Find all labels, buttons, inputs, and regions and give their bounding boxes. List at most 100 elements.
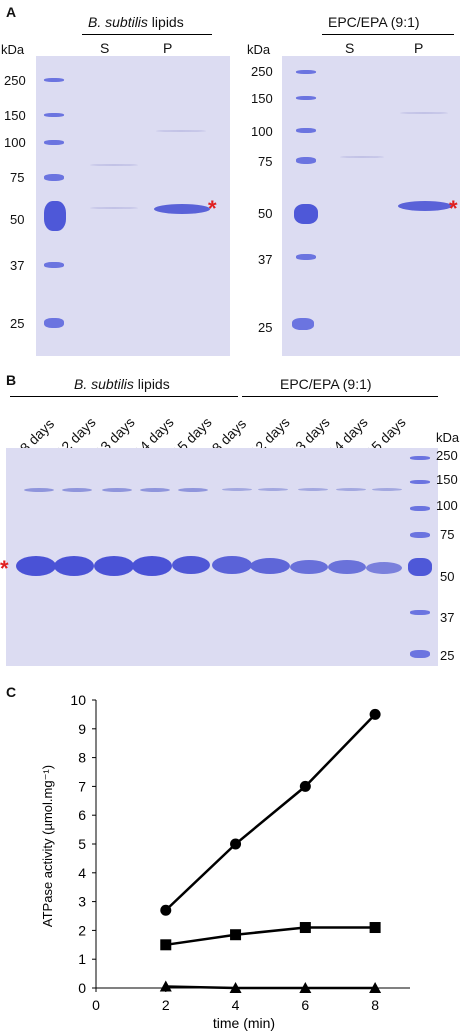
panel-b-marker-25: 25: [440, 648, 455, 663]
gel-protein-band: [328, 560, 366, 574]
gel-marker-band: [44, 140, 64, 145]
gel-marker-band: [410, 610, 430, 615]
chart-point-triangle: [229, 982, 242, 993]
panel-a-right-kda-label: kDa: [247, 42, 271, 57]
panel-b-letter: B: [6, 372, 17, 388]
gel-marker-band: [296, 157, 316, 164]
chart-series-line-square: [165, 926, 376, 947]
panel-a-left-header: B. subtilis lipids: [88, 14, 184, 30]
chart-point-circle: [369, 708, 381, 720]
gel-protein-band: [212, 556, 252, 574]
gel-protein-band: [132, 556, 172, 576]
chart-y-tick-label: 1: [78, 951, 86, 967]
chart-y-tick-label: 9: [78, 721, 86, 737]
chart-series-line-triangle: [165, 985, 376, 990]
gel-faint-band: [90, 164, 138, 166]
gel-marker-band: [296, 70, 316, 74]
chart-point-square: [299, 922, 311, 934]
chart-point-circle: [299, 780, 311, 792]
gel-protein-band: [250, 558, 290, 574]
gel-protein-band: [290, 560, 328, 574]
panel-a-left-gel: [36, 56, 230, 356]
panel-b-group2-header: EPC/EPA (9:1): [280, 376, 372, 392]
gel-band-120: [298, 488, 328, 491]
panel-b-group2-line: [242, 396, 438, 397]
panel-a-left-marker-100: 100: [4, 135, 26, 150]
gel-band-120: [62, 488, 92, 492]
panel-a-left-header-italic: B. subtilis: [88, 14, 148, 30]
panel-b-marker-50: 50: [440, 569, 455, 584]
chart-y-axis-label: ATPase activity (µmol.mg⁻¹): [40, 765, 55, 927]
gel-marker-band: [408, 558, 432, 576]
chart-y-tick-label: 8: [78, 750, 86, 766]
panel-b-marker-100: 100: [436, 498, 458, 513]
gel-marker-band: [44, 201, 66, 231]
gel-marker-band: [44, 262, 64, 268]
chart-point-square: [230, 929, 242, 941]
gel-marker-band: [296, 254, 316, 260]
chart-series-line-circle: [164, 713, 377, 912]
chart-x-axis-label: time (min): [213, 1015, 275, 1031]
panel-a-right-lane-s: S: [345, 40, 355, 56]
panel-a-right-header: EPC/EPA (9:1): [328, 14, 420, 30]
panel-a-right-marker-100: 100: [251, 124, 273, 139]
gel-protein-band: [366, 562, 402, 574]
panel-a-left-lane-p: P: [163, 40, 173, 56]
chart-y-tick-label: 5: [78, 836, 86, 852]
panel-a-right-marker-250: 250: [251, 64, 273, 79]
gel-band-120: [102, 488, 132, 492]
chart-x-tick-label: 8: [371, 997, 379, 1013]
panel-b-group1-rest: lipids: [133, 376, 170, 392]
panel-a-right-header-line: [322, 34, 454, 35]
panel-a-right-star: *: [449, 196, 458, 221]
chart-point-square: [160, 939, 172, 951]
chart-x-tick-label: 6: [301, 997, 309, 1013]
gel-marker-band: [296, 128, 316, 133]
gel-faint-band: [156, 130, 206, 132]
gel-marker-band: [296, 96, 316, 100]
gel-band-120: [222, 488, 252, 491]
panel-a-left-star: *: [208, 196, 217, 221]
panel-b-group1-line: [10, 396, 238, 397]
chart-y-tick-label: 10: [70, 692, 86, 708]
chart-y-tick-label: 0: [78, 980, 86, 996]
panel-a-left-marker-25: 25: [10, 316, 25, 331]
gel-band-120: [336, 488, 366, 491]
panel-c-letter: C: [6, 684, 17, 700]
panel-a-left-marker-50: 50: [10, 212, 25, 227]
gel-marker-band: [294, 204, 318, 224]
gel-protein-band: [172, 556, 210, 574]
gel-marker-band: [44, 113, 64, 117]
gel-protein-band: [398, 201, 452, 211]
panel-a-letter: A: [6, 4, 17, 20]
gel-protein-band: [94, 556, 134, 576]
gel-marker-band: [44, 174, 64, 181]
panel-b-marker-150: 150: [436, 472, 458, 487]
gel-marker-band: [44, 78, 64, 82]
panel-a-right-marker-150: 150: [251, 91, 273, 106]
gel-marker-band: [410, 456, 430, 460]
gel-protein-band: [16, 556, 56, 576]
gel-marker-band: [44, 318, 64, 328]
gel-protein-band: [154, 204, 210, 214]
panel-b-marker-75: 75: [440, 527, 455, 542]
gel-band-120: [140, 488, 170, 492]
panel-c-chart: 0 1 2 3 4 5 6 7 8 9 10 0 2 4 6 8 time (min) ATPase acti…: [40, 692, 410, 1031]
chart-x-tick-label: 2: [162, 997, 170, 1013]
gel-faint-band: [340, 156, 384, 158]
gel-marker-band: [292, 318, 314, 330]
gel-faint-band: [400, 112, 448, 114]
chart-point-circle: [160, 904, 172, 916]
panel-b-group1-header: B. subtilis lipids: [74, 376, 170, 392]
chart-x-tick-label: 0: [92, 997, 100, 1013]
panel-a-right-marker-37: 37: [258, 252, 273, 267]
gel-band-120: [258, 488, 288, 491]
chart-point-triangle: [369, 982, 382, 993]
panel-a-right-marker-50: 50: [258, 206, 273, 221]
panel-b-gel: [6, 448, 438, 666]
panel-a-right-marker-75: 75: [258, 154, 273, 169]
chart-y-tick-label: 7: [78, 778, 86, 794]
panel-a-left-marker-75: 75: [10, 170, 25, 185]
chart-point-triangle: [159, 980, 172, 992]
panel-a-left-marker-37: 37: [10, 258, 25, 273]
